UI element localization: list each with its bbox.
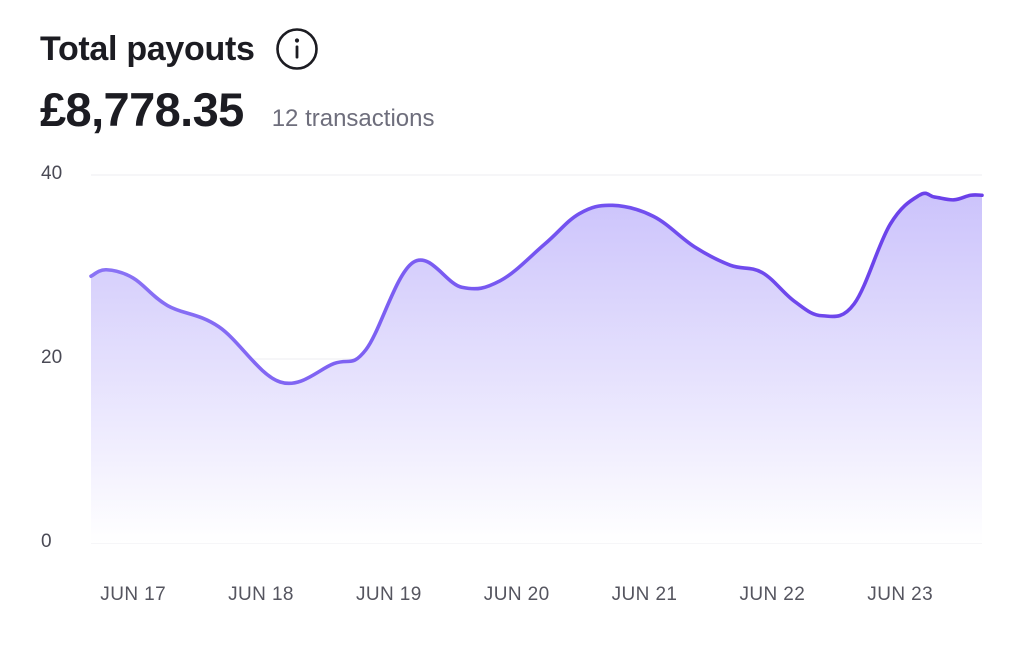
line-layer (89, 191, 984, 386)
x-axis: JUN 17 JUN 18 JUN 19 JUN 20 JUN 21 JUN 22 JUN … (100, 584, 933, 605)
total-row: £8,778.35 12 transactions (40, 82, 434, 137)
info-icon[interactable] (275, 27, 319, 71)
series-area (91, 193, 982, 543)
chart-title: Total payouts (40, 29, 255, 68)
x-tick-label: JUN 17 (100, 584, 166, 605)
x-tick-label: JUN 18 (228, 584, 294, 605)
total-amount: £8,778.35 (40, 83, 244, 136)
area-layer (91, 193, 982, 543)
y-axis: 0 20 40 (41, 163, 62, 552)
y-tick-label-20: 20 (41, 347, 62, 368)
x-tick-label: JUN 19 (356, 584, 422, 605)
x-tick-label: JUN 21 (612, 584, 678, 605)
x-tick-label: JUN 23 (867, 584, 933, 605)
y-tick-label-40: 40 (41, 163, 62, 184)
title-row: Total payouts (40, 24, 319, 74)
series-line (89, 191, 984, 386)
chart-header: Total payouts £8,778.35 12 transactions (40, 24, 434, 136)
y-tick-label-0: 0 (41, 531, 52, 552)
x-tick-label: JUN 22 (739, 584, 805, 605)
transaction-count: 12 transactions (271, 105, 435, 132)
x-tick-label: JUN 20 (484, 584, 550, 605)
